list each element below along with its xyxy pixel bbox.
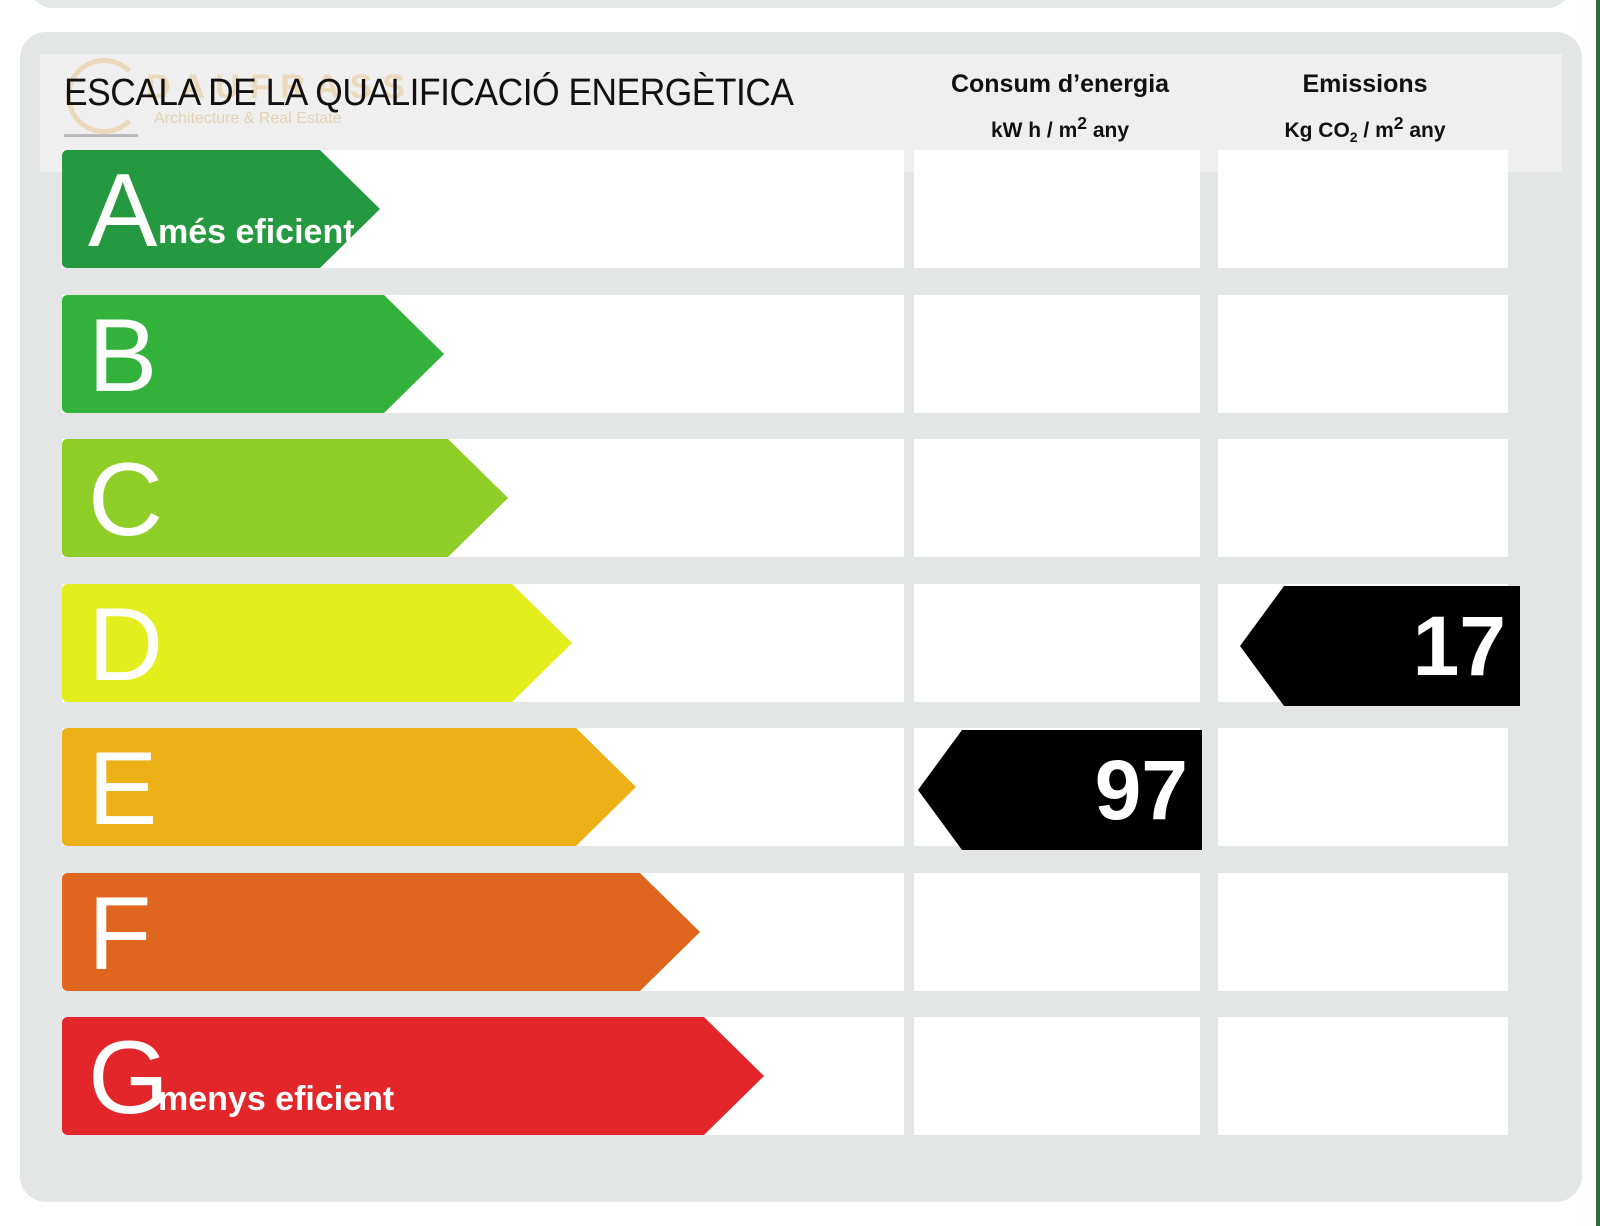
class-arrow-c-svg: [62, 439, 508, 557]
class-arrow-g-svg: [62, 1017, 764, 1135]
emissions-column-label: Emissions: [1302, 70, 1428, 98]
rating-row-d: D 17: [62, 583, 1532, 706]
emissions-rating-marker-svg: [1240, 585, 1520, 706]
class-letter: G: [88, 1020, 169, 1136]
class-arrow-d-svg-shape: [62, 583, 572, 702]
emissions-rating-marker-svg-shape: [1240, 585, 1520, 706]
class-arrow-e-svg: [62, 728, 636, 846]
emissions-cell: [1218, 872, 1508, 991]
energy-cell: [914, 150, 1200, 268]
rating-row-c: C: [62, 439, 1532, 561]
energy-cell: [914, 294, 1200, 413]
class-arrow-d: D: [62, 583, 572, 703]
energy-rating-marker-svg-shape: [918, 730, 1202, 850]
energy-rating-marker-svg: [918, 730, 1202, 850]
right-edge-stripe: [1596, 0, 1600, 1226]
rating-row-e: E 97: [62, 728, 1532, 850]
emissions-cell: [1218, 294, 1508, 413]
class-arrow-g-svg-shape: [62, 1017, 764, 1135]
emissions-column-unit: Kg CO2 / m2 any: [1284, 113, 1446, 146]
class-arrow-c: C: [62, 439, 508, 558]
class-description: més eficient: [158, 213, 355, 251]
energy-rating-value: 97: [1094, 743, 1188, 837]
top-strip: [30, 0, 1570, 8]
class-letter: C: [88, 442, 164, 558]
emissions-cell: [1218, 150, 1508, 268]
class-arrow-f-svg: [62, 872, 700, 991]
class-letter: F: [88, 875, 152, 992]
emissions-cell: [1218, 439, 1508, 557]
energy-cell: [914, 583, 1200, 702]
energy-cell: [914, 1017, 1200, 1135]
class-arrow-a-svg: [62, 150, 380, 268]
class-arrow-b-svg: [62, 294, 444, 413]
emissions-rating-value: 17: [1412, 598, 1506, 693]
energy-cell: [914, 439, 1200, 557]
class-arrow-b-svg-shape: [62, 294, 444, 413]
class-letter: D: [88, 586, 164, 703]
emissions-column-header: Emissions Kg CO2 / m2 any: [1220, 70, 1510, 145]
energy-cell: [914, 872, 1200, 991]
class-arrow-c-svg-shape: [62, 439, 508, 557]
class-arrow-f: F: [62, 872, 700, 992]
class-letter: B: [88, 297, 158, 414]
class-description: menys eficient: [158, 1080, 395, 1118]
class-arrow-e-svg-shape: [62, 728, 636, 846]
rating-row-f: F: [62, 872, 1532, 995]
energy-column-label: Consum d’energia: [950, 70, 1170, 98]
class-letter: A: [88, 153, 158, 269]
energy-label-panel: DAUFRASS Architecture & Real Estate ESCA…: [20, 32, 1582, 1202]
energy-column-header: Consum d’energia kW h / m2 any: [915, 70, 1205, 143]
rating-row-b: B: [62, 294, 1532, 417]
class-arrow-d-svg: [62, 583, 572, 702]
class-letter: E: [88, 731, 158, 847]
emissions-cell: [1218, 1017, 1508, 1135]
energy-column-unit: kW h / m2 any: [990, 113, 1130, 142]
emissions-rating-marker: 17: [1240, 585, 1520, 706]
energy-rating-marker: 97: [918, 730, 1202, 850]
class-arrow-a-svg-shape: [62, 150, 380, 268]
class-arrow-b: B: [62, 294, 444, 414]
class-arrow-f-svg-shape: [62, 872, 700, 991]
class-arrow-e: E: [62, 728, 636, 847]
emissions-cell: [1218, 728, 1508, 846]
scale-title: ESCALA DE LA QUALIFICACIÓ ENERGÈTICA: [64, 72, 794, 114]
